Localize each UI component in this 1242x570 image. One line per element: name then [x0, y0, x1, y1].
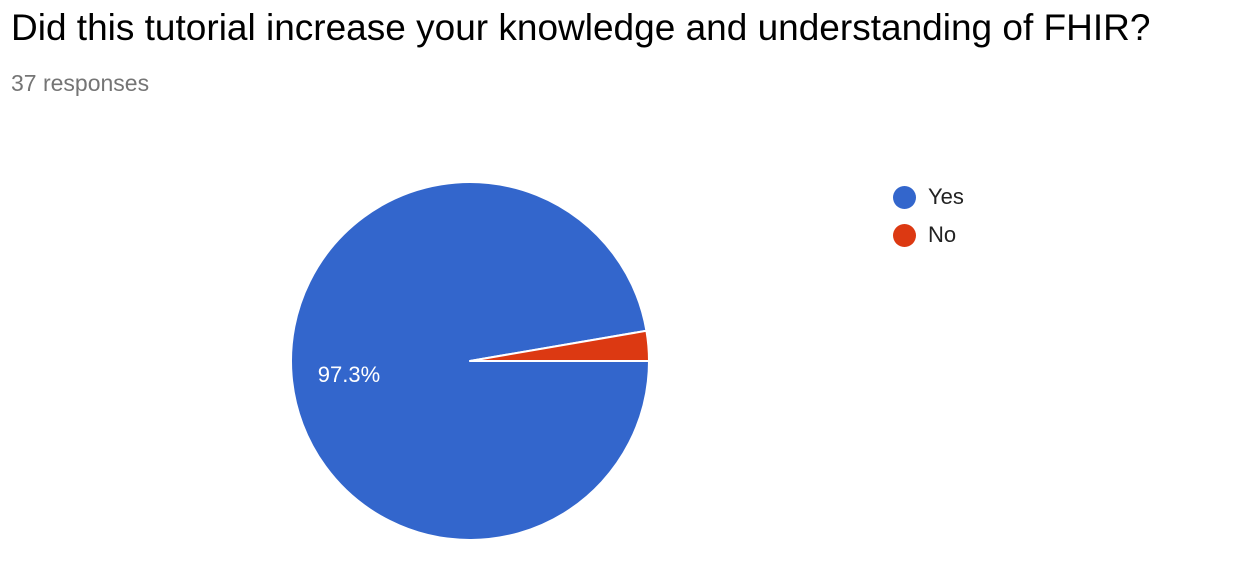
legend-label-no: No [928, 222, 957, 247]
legend-swatch-yes [893, 185, 916, 209]
question-title: Did this tutorial increase your knowledg… [11, 7, 1151, 48]
slice-label-yes: 97.3% [318, 362, 380, 387]
legend-label-yes: Yes [928, 184, 964, 209]
legend-item-no[interactable]: No [893, 216, 964, 254]
chart-legend: Yes No [893, 178, 964, 254]
legend-item-yes[interactable]: Yes [893, 178, 964, 216]
response-count: 37 responses [11, 70, 150, 96]
legend-swatch-no [893, 223, 916, 247]
pie-slice-no[interactable] [469, 329, 650, 362]
